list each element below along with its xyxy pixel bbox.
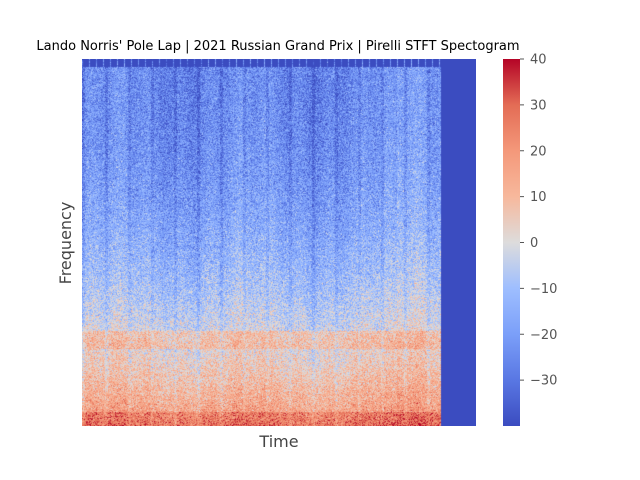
colorbar-gradient [503,59,520,426]
colorbar-tick-label: 40 [530,53,547,68]
colorbar: 40 30 20 10 0 −10 −20 −30 [503,53,557,426]
colorbar-tick-label: 20 [530,144,547,159]
colorbar-tick-label: −30 [530,374,557,389]
colorbar-tick-label: −20 [530,328,557,343]
y-axis-label: Frequency [56,202,75,285]
colorbar-tick-label: −10 [530,282,557,297]
colorbar-tick-label: 30 [530,98,547,113]
colorbar-ticks: 40 30 20 10 0 −10 −20 −30 [520,53,557,389]
heatmap-image [82,59,476,426]
chart-title: Lando Norris' Pole Lap | 2021 Russian Gr… [36,39,519,54]
colorbar-tick-label: 10 [530,190,547,205]
x-axis-label: Time [258,432,298,451]
colorbar-tick-label: 0 [530,236,538,251]
heatmap-plot-area [82,59,476,426]
